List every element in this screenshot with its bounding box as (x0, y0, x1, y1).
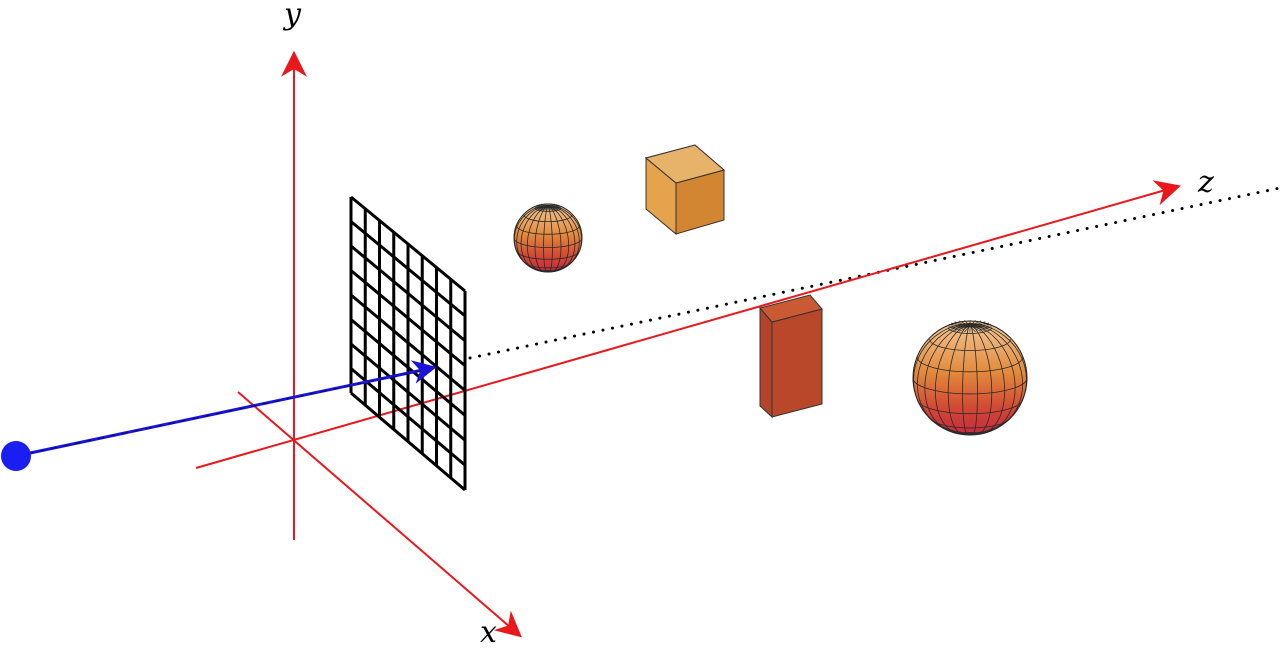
ray-continuation-dotted (468, 186, 1280, 360)
sphere-longitude (520, 205, 549, 272)
grid-line-horizontal (350, 342, 466, 442)
box-front-face (759, 306, 773, 419)
sphere-longitude (547, 205, 580, 272)
sphere-latitude (516, 225, 580, 235)
sphere-pole-line (969, 325, 981, 332)
box-top-face (759, 294, 823, 323)
sphere-pole-line (964, 320, 971, 327)
sphere-longitude (547, 205, 583, 271)
sphere-latitude (912, 377, 1028, 395)
sphere-longitude (962, 323, 971, 436)
camera-point (1, 441, 31, 471)
sphere-latitude (916, 398, 1024, 415)
image-plane-grid (349, 195, 467, 492)
sphere-longitude (969, 322, 1024, 434)
axes (195, 50, 1181, 638)
camera-ray (1, 360, 437, 471)
sphere-longitude (969, 322, 1027, 434)
sphere-pole-line (544, 203, 549, 208)
sphere-pole-line (547, 205, 561, 208)
sphere-longitude (947, 322, 971, 436)
sphere-pole-line (541, 203, 549, 208)
sphere-longitude (924, 322, 971, 434)
sphere-latitude (929, 339, 1011, 351)
grid-line-horizontal (350, 367, 466, 467)
sphere-pole-line (547, 206, 552, 211)
sphere-pole-line (954, 321, 971, 327)
sphere-latitude (916, 357, 1024, 373)
grid-line-horizontal (350, 220, 466, 318)
sphere-pole-line (964, 325, 971, 333)
x-axis-label: x (480, 615, 497, 650)
x-axis (237, 391, 522, 638)
y-axis-label: y (284, 0, 301, 32)
sphere-pole-line (969, 325, 989, 330)
orange-cube (644, 144, 726, 236)
grid-line-horizontal (350, 391, 466, 492)
ray-arrow (15, 360, 437, 458)
grid-line-horizontal (350, 318, 466, 417)
sphere-longitude (534, 205, 549, 273)
sphere-pole-line (959, 320, 971, 327)
grid-line-horizontal (350, 293, 466, 392)
tall-box (759, 294, 823, 419)
cube-inner (644, 144, 726, 184)
sphere-pole-line (547, 206, 555, 211)
sphere-pole-line (969, 320, 976, 327)
sphere-pole-line (969, 320, 981, 327)
ray-dash-overlay (15, 370, 421, 457)
sphere-pole-line (969, 325, 986, 331)
sphere-longitude (543, 205, 549, 273)
large-sphere (912, 320, 1028, 436)
sphere-pole-line (959, 325, 971, 332)
grid-line-horizontal (350, 244, 466, 342)
sphere-longitude (934, 322, 971, 435)
sphere-longitude (526, 205, 549, 272)
sphere-pole-line (969, 324, 991, 327)
small-sphere (513, 203, 583, 273)
sphere-pole-line (951, 322, 971, 327)
z-axis-label: z (1198, 165, 1214, 200)
sphere-pole-line (969, 325, 976, 333)
z-axis (195, 180, 1181, 469)
sphere-latitude (513, 237, 583, 248)
grid-line-horizontal (350, 195, 466, 293)
box-right-face (771, 308, 823, 418)
grid-line-horizontal (350, 269, 466, 367)
